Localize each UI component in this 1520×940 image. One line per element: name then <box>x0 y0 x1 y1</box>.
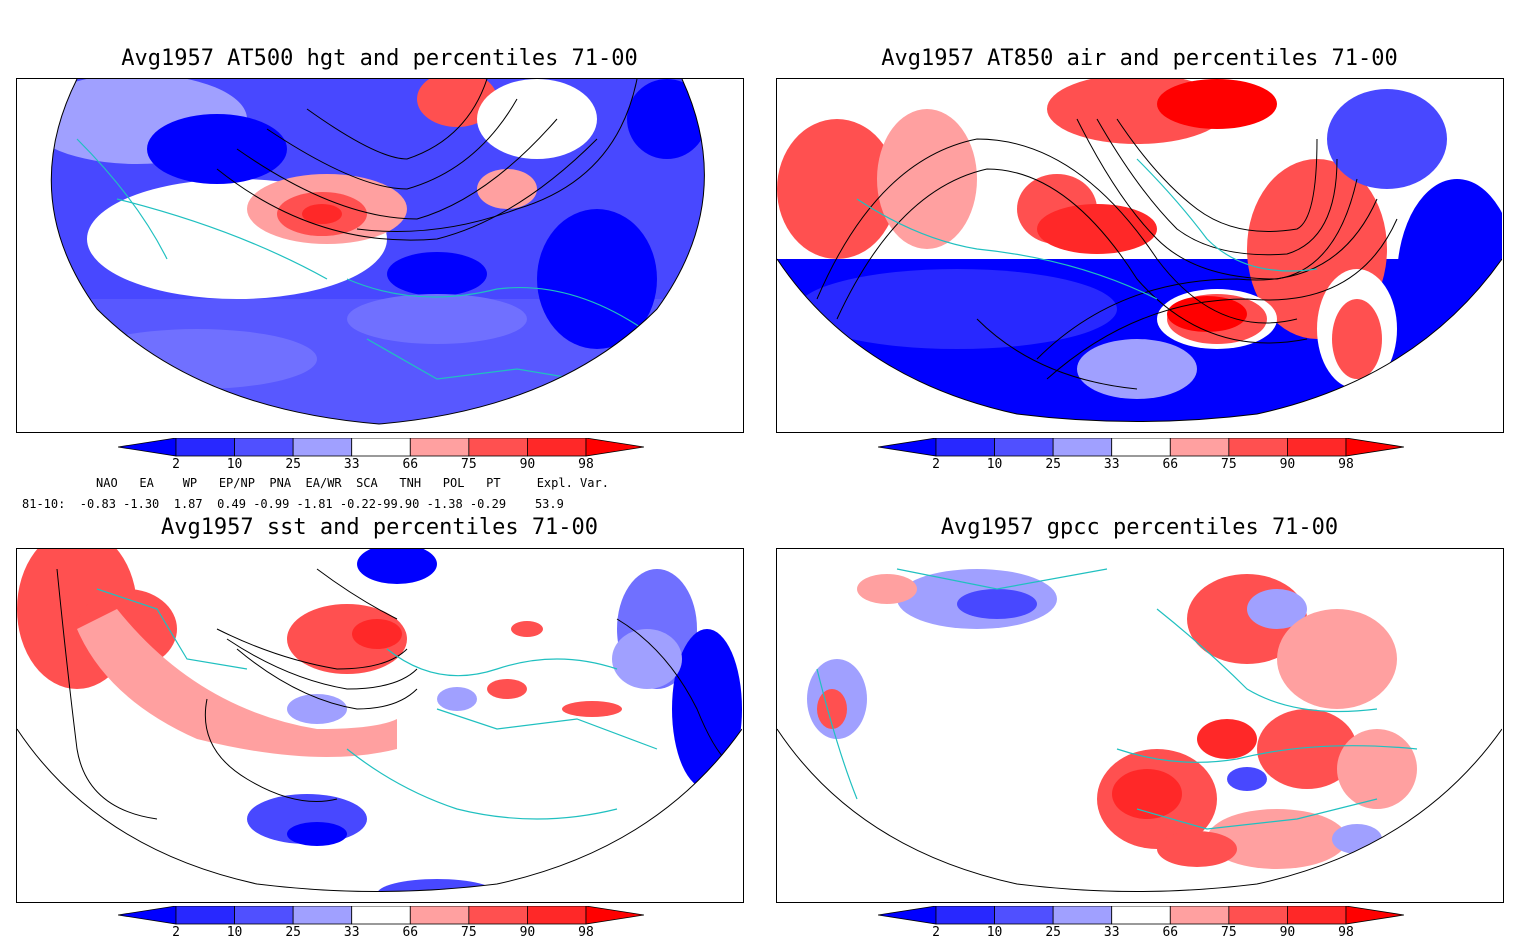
colorbar-segment <box>292 437 353 457</box>
colorbar-tick-label: 25 <box>285 457 301 472</box>
map-panel-gpcc <box>776 548 1504 903</box>
colorbar-segment <box>527 437 587 457</box>
colorbar-segment <box>409 437 470 457</box>
colorbar-tick-label: 90 <box>519 925 536 940</box>
colorbar-tick-label: 75 <box>461 925 477 940</box>
colorbar-tick-label: 90 <box>519 457 536 472</box>
colorbar-tick-label: 25 <box>285 925 301 940</box>
panel2-title: Avg1957 AT850 air and percentiles 71-00 <box>881 46 1398 71</box>
colorbar-segment <box>994 437 1054 457</box>
colorbar-svg <box>117 437 645 457</box>
colorbar-segment <box>1287 437 1347 457</box>
colorbar-tick-label: 2 <box>172 925 180 940</box>
colorbar-segment-high <box>585 905 645 925</box>
colorbar-tick-label: 66 <box>1162 925 1179 940</box>
indices-header: NAO EA WP EP/NP PNA EA/WR SCA TNH POL PT… <box>96 476 609 490</box>
colorbar-4: 2 10 25 33 66 75 90 98 <box>877 905 1405 940</box>
colorbar-tick-label: 33 <box>343 925 360 940</box>
colorbar-segment-low <box>117 905 177 925</box>
colorbar-segment <box>1228 437 1288 457</box>
colorbar-tick-label: 10 <box>986 925 1003 940</box>
colorbar-segment <box>1228 905 1288 925</box>
colorbar-tick-label: 2 <box>172 457 180 472</box>
colorbar-segment <box>175 437 235 457</box>
colorbar-segment-high <box>1345 437 1405 457</box>
map-panel-air850 <box>776 78 1504 433</box>
colorbar-tick-label: 75 <box>461 457 477 472</box>
colorbar-segment <box>1287 905 1347 925</box>
colorbar-tick-label: 33 <box>343 457 360 472</box>
colorbar-segment <box>234 905 294 925</box>
colorbar-segment <box>409 905 470 925</box>
colorbar-tick-label: 98 <box>1338 925 1354 940</box>
colorbar-segment <box>935 905 995 925</box>
colorbar-segment <box>292 905 353 925</box>
panel4-title: Avg1957 gpcc percentiles 71-00 <box>940 515 1339 540</box>
panel3-title: Avg1957 sst and percentiles 71-00 <box>160 515 599 540</box>
colorbar-tick-label: 98 <box>578 457 594 472</box>
colorbar-segment-low <box>117 437 177 457</box>
colorbar-tick-label: 75 <box>1221 457 1237 472</box>
colorbar-segment-low <box>877 905 937 925</box>
colorbar-segment-high <box>585 437 645 457</box>
colorbar-segment <box>1169 905 1230 925</box>
colorbar-svg <box>877 437 1405 457</box>
colorbar-segment <box>994 905 1054 925</box>
colorbar-segment-high <box>1345 905 1405 925</box>
colorbar-tick-label: 66 <box>402 457 419 472</box>
colorbar-segment <box>527 905 587 925</box>
colorbar-segment <box>935 437 995 457</box>
colorbar-tick-label: 33 <box>1103 457 1120 472</box>
indices-row: 81-10: -0.83 -1.30 1.87 0.49 -0.99 -1.81… <box>22 497 564 511</box>
colorbar-segment <box>351 437 411 457</box>
colorbar-tick-label: 10 <box>226 925 243 940</box>
colorbar-tick-label: 25 <box>1045 457 1061 472</box>
colorbar-tick-label: 10 <box>986 457 1003 472</box>
colorbar-tick-label: 66 <box>402 925 419 940</box>
colorbar-svg <box>117 905 645 925</box>
colorbar-segment <box>1052 437 1113 457</box>
colorbar-tick-label: 98 <box>1338 457 1354 472</box>
colorbar-segment <box>1052 905 1113 925</box>
map-panel-hgt500 <box>16 78 744 433</box>
colorbar-2: 2 10 25 33 66 75 90 98 <box>877 437 1405 472</box>
colorbar-segment <box>468 437 528 457</box>
colorbar-segment-low <box>877 437 937 457</box>
colorbar-segment <box>234 437 294 457</box>
colorbar-tick-label: 75 <box>1221 925 1237 940</box>
colorbar-segment <box>1169 437 1230 457</box>
colorbar-segment <box>1111 437 1171 457</box>
colorbar-tick-label: 10 <box>226 457 243 472</box>
colorbar-tick-label: 25 <box>1045 925 1061 940</box>
panel1-title: Avg1957 AT500 hgt and percentiles 71-00 <box>121 46 638 71</box>
map-panel-sst <box>16 548 744 903</box>
colorbar-segment <box>175 905 235 925</box>
colorbar-tick-label: 2 <box>932 925 940 940</box>
colorbar-tick-label: 2 <box>932 457 940 472</box>
colorbar-3: 2 10 25 33 66 75 90 98 <box>117 905 645 940</box>
colorbar-tick-label: 90 <box>1279 457 1296 472</box>
colorbar-segment <box>468 905 528 925</box>
colorbar-tick-label: 98 <box>578 925 594 940</box>
colorbar-tick-label: 33 <box>1103 925 1120 940</box>
colorbar-1: 2 10 25 33 66 75 90 98 <box>117 437 645 472</box>
colorbar-svg <box>877 905 1405 925</box>
colorbar-segment <box>351 905 411 925</box>
colorbar-tick-label: 66 <box>1162 457 1179 472</box>
colorbar-tick-label: 90 <box>1279 925 1296 940</box>
colorbar-segment <box>1111 905 1171 925</box>
